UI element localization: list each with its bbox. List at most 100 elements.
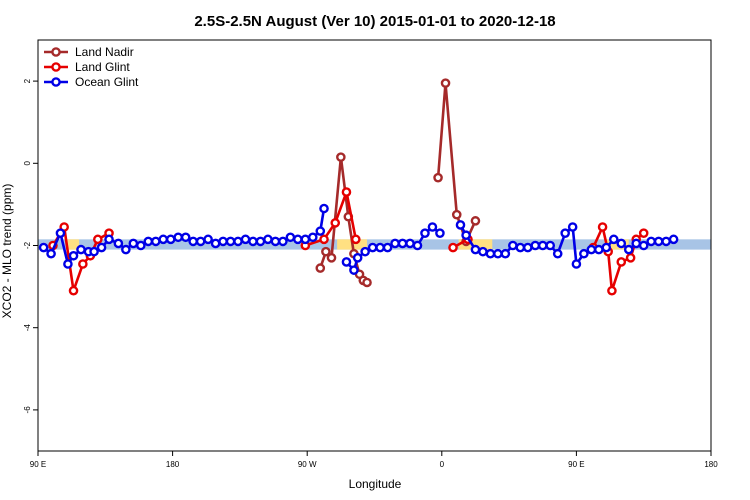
ocean-glint-point bbox=[522, 242, 533, 253]
land-glint-point bbox=[625, 253, 636, 263]
land-nadir-point bbox=[433, 172, 443, 183]
legend-label-ocean-glint: Ocean Glint bbox=[75, 75, 139, 89]
x-tick-label: 90 E bbox=[568, 460, 584, 469]
ocean-glint-point bbox=[420, 228, 430, 238]
ocean-glint-point bbox=[360, 246, 370, 257]
y-axis: 2 0 -2 -4 -6 bbox=[23, 78, 38, 413]
ocean-glint-point bbox=[210, 238, 221, 249]
ocean-glint-point bbox=[661, 236, 671, 247]
y-tick-label: -6 bbox=[23, 406, 32, 414]
ocean-glint-point bbox=[653, 236, 664, 247]
land-nadir-point bbox=[362, 277, 372, 288]
ocean-glint-point bbox=[405, 238, 415, 249]
x-axis: 90 E 180 90 W 0 90 E 180 bbox=[30, 451, 718, 469]
ocean-glint-point bbox=[150, 236, 161, 247]
ocean-glint-point bbox=[341, 257, 352, 267]
land-nadir-point bbox=[321, 246, 331, 257]
x-tick-label: 180 bbox=[166, 460, 180, 469]
ocean-glint-point bbox=[46, 248, 56, 259]
ocean-glint-point bbox=[571, 259, 582, 269]
ocean-glint-point bbox=[427, 222, 438, 232]
ocean-glint-point bbox=[646, 236, 656, 247]
chart-title: 2.5S-2.5N August (Ver 10) 2015-01-01 to … bbox=[194, 13, 555, 30]
ocean-glint-point bbox=[461, 230, 471, 241]
ocean-glint-point bbox=[594, 244, 604, 255]
land-glint-point bbox=[448, 242, 458, 253]
ocean-glint-point bbox=[455, 220, 466, 230]
y-tick-label: 0 bbox=[23, 161, 32, 166]
ocean-glint-point bbox=[255, 236, 266, 247]
land-glint-point bbox=[351, 234, 361, 245]
y-tick-label: 2 bbox=[23, 78, 32, 83]
ocean-glint-point bbox=[545, 240, 556, 251]
ocean-glint-point bbox=[552, 248, 563, 259]
ocean-glint-point bbox=[63, 259, 73, 269]
y-tick-label: -2 bbox=[23, 241, 32, 249]
ocean-glint-point bbox=[143, 236, 154, 247]
ocean-glint-point bbox=[616, 238, 627, 249]
land-nadir-point bbox=[326, 253, 337, 263]
x-tick-label: 90 W bbox=[298, 460, 317, 469]
ocean-glint-point bbox=[412, 240, 423, 251]
ocean-glint-point bbox=[38, 242, 49, 253]
ocean-glint-point bbox=[195, 236, 206, 247]
ocean-glint-point bbox=[300, 234, 311, 245]
ocean-glint-point bbox=[601, 242, 612, 253]
land-nadir-point bbox=[315, 263, 326, 273]
ocean-glint-point bbox=[515, 242, 526, 253]
ocean-glint-point bbox=[188, 236, 198, 247]
ocean-glint-point bbox=[270, 236, 281, 247]
land-glint-point bbox=[330, 218, 341, 228]
series-ocean-glint bbox=[38, 203, 679, 275]
legend-label-land-nadir: Land Nadir bbox=[75, 45, 134, 59]
legend-marker-land-glint bbox=[51, 62, 61, 72]
ocean-glint-point bbox=[96, 242, 107, 253]
ocean-glint-point bbox=[470, 244, 481, 255]
ocean-glint-point bbox=[435, 228, 445, 238]
ocean-glint-point bbox=[375, 242, 385, 253]
x-tick-label: 180 bbox=[704, 460, 718, 469]
legend-marker-land-nadir bbox=[51, 47, 61, 57]
ocean-glint-point bbox=[382, 242, 393, 253]
ocean-glint-point bbox=[608, 234, 619, 245]
ocean-glint-point bbox=[136, 240, 146, 251]
ocean-glint-point bbox=[308, 232, 318, 243]
land-glint-point bbox=[638, 228, 649, 238]
ocean-glint-point bbox=[530, 240, 541, 251]
land-glint-point bbox=[341, 187, 352, 197]
ocean-glint-point bbox=[478, 246, 488, 257]
ocean-glint-point bbox=[248, 236, 258, 247]
ocean-glint-point bbox=[113, 238, 124, 249]
land-nadir-point bbox=[440, 78, 451, 88]
band-yellow bbox=[458, 239, 493, 250]
ocean-glint-point bbox=[158, 234, 169, 245]
series-land-nadir bbox=[315, 78, 481, 288]
ocean-glint-point bbox=[285, 232, 296, 243]
land-nadir-point bbox=[451, 209, 462, 220]
ocean-glint-point bbox=[165, 234, 176, 245]
land-glint-point bbox=[597, 222, 608, 232]
land-glint-point bbox=[68, 285, 79, 296]
ocean-glint-point bbox=[233, 236, 243, 247]
ocean-glint-point bbox=[173, 232, 184, 243]
land-nadir-point bbox=[336, 152, 346, 162]
ocean-glint-point bbox=[180, 232, 191, 243]
ocean-glint-point bbox=[623, 244, 634, 255]
land-glint-point bbox=[78, 259, 88, 269]
ocean-glint-point bbox=[397, 238, 408, 249]
land-glint-point bbox=[607, 285, 617, 296]
y-tick-label: -4 bbox=[23, 324, 32, 332]
ocean-glint-point bbox=[668, 234, 679, 245]
legend-marker-ocean-glint bbox=[51, 77, 61, 87]
ocean-glint-point bbox=[68, 250, 79, 261]
ocean-glint-point bbox=[579, 248, 589, 259]
ocean-glint-point bbox=[560, 228, 570, 238]
ocean-glint-point bbox=[263, 234, 273, 245]
ocean-glint-point bbox=[278, 236, 288, 247]
ocean-glint-point bbox=[104, 234, 114, 245]
ocean-glint-point bbox=[121, 244, 131, 255]
ocean-glint-point bbox=[203, 234, 213, 245]
ocean-glint-point bbox=[315, 226, 326, 236]
